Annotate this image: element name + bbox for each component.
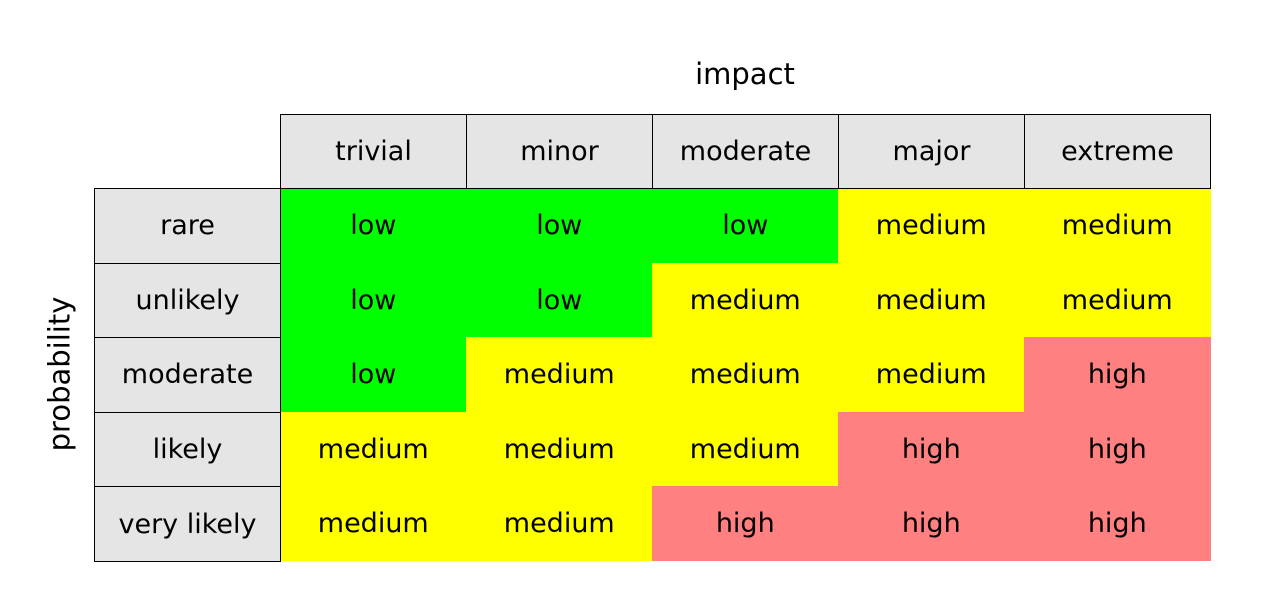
risk-cell-moderate-trivial: low <box>280 337 467 413</box>
column-header-extreme: extreme <box>1024 114 1211 189</box>
risk-cell-rare-extreme: medium <box>1024 188 1211 264</box>
risk-cell-likely-trivial: medium <box>280 411 467 487</box>
impact-axis-title: impact <box>695 57 795 91</box>
risk-cell-rare-minor: low <box>466 188 653 264</box>
risk-cell-unlikely-major: medium <box>838 262 1025 338</box>
risk-cell-moderate-minor: medium <box>466 337 653 413</box>
risk-cell-moderate-moderate: medium <box>652 337 839 413</box>
column-header-major: major <box>838 114 1025 189</box>
column-header-minor: minor <box>466 114 653 189</box>
risk-cell-unlikely-moderate: medium <box>652 262 839 338</box>
column-header-trivial: trivial <box>280 114 467 189</box>
risk-cell-rare-major: medium <box>838 188 1025 264</box>
risk-cell-very-likely-trivial: medium <box>280 486 467 562</box>
row-header-moderate: moderate <box>94 337 281 413</box>
risk-cell-likely-extreme: high <box>1024 411 1211 487</box>
row-header-likely: likely <box>94 411 281 488</box>
risk-cell-likely-moderate: medium <box>652 411 839 487</box>
risk-cell-unlikely-extreme: medium <box>1024 262 1211 338</box>
risk-cell-rare-moderate: low <box>652 188 839 264</box>
risk-cell-unlikely-trivial: low <box>280 262 467 338</box>
risk-cell-very-likely-major: high <box>838 486 1025 562</box>
risk-cell-rare-trivial: low <box>280 188 467 264</box>
row-header-rare: rare <box>94 188 281 264</box>
risk-cell-very-likely-minor: medium <box>466 486 653 562</box>
probability-axis-title: probability <box>42 296 77 452</box>
row-header-very-likely: very likely <box>94 486 281 562</box>
risk-cell-unlikely-minor: low <box>466 262 653 338</box>
risk-cell-very-likely-extreme: high <box>1024 486 1211 562</box>
row-header-unlikely: unlikely <box>94 262 281 339</box>
column-header-moderate: moderate <box>652 114 839 189</box>
risk-cell-moderate-major: medium <box>838 337 1025 413</box>
risk-cell-very-likely-moderate: high <box>652 486 839 562</box>
risk-cell-likely-minor: medium <box>466 411 653 487</box>
risk-cell-moderate-extreme: high <box>1024 337 1211 413</box>
risk-cell-likely-major: high <box>838 411 1025 487</box>
